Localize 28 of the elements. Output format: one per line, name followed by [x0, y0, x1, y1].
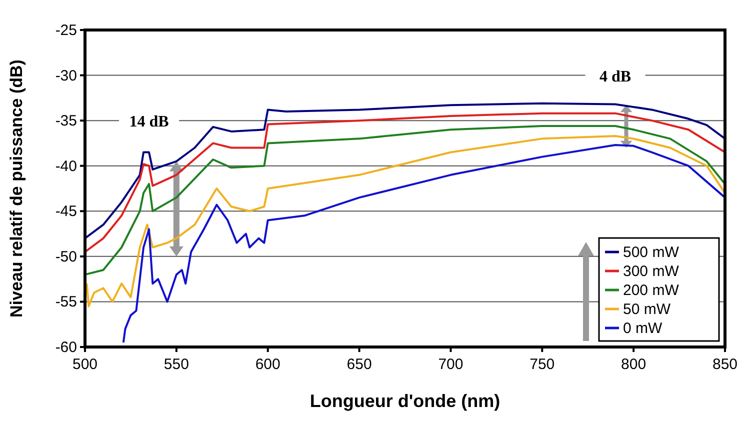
line-series: [84, 102, 726, 240]
y-tick-label: -40: [55, 158, 77, 175]
y-tick-label: -35: [55, 112, 77, 130]
annotation: 4 dB: [599, 68, 632, 86]
x-tick-label: 800: [621, 356, 646, 373]
x-axis-title: Longueur d'onde (nm): [310, 391, 500, 411]
annotation: 14 dB: [129, 114, 170, 131]
y-tick-label: -25: [55, 22, 77, 39]
y-axis-title: Niveau relatif de puissance (dB): [7, 60, 26, 318]
x-tick-label: 650: [346, 356, 372, 373]
legend-label: 300 mW: [623, 263, 680, 280]
line-series: [84, 125, 726, 276]
legend-label: 0 mW: [623, 320, 664, 337]
x-tick-label: 700: [438, 356, 464, 373]
line-series: [122, 144, 726, 344]
x-tick-label: 850: [712, 356, 738, 373]
legend-label: 200 mW: [623, 282, 680, 299]
x-tick-label: 550: [164, 356, 189, 373]
x-tick-label: 500: [72, 356, 98, 373]
y-tick-label: -50: [55, 248, 77, 266]
y-tick-label: -45: [55, 203, 77, 220]
y-tick-label: -30: [55, 67, 77, 84]
legend-label: 500 mW: [623, 244, 680, 261]
y-tick-label: -55: [55, 294, 77, 311]
x-tick-label: 600: [255, 356, 280, 373]
y-tick-label: -60: [55, 339, 77, 356]
legend-label: 50 mW: [623, 301, 672, 318]
x-tick-label: 750: [530, 356, 555, 373]
